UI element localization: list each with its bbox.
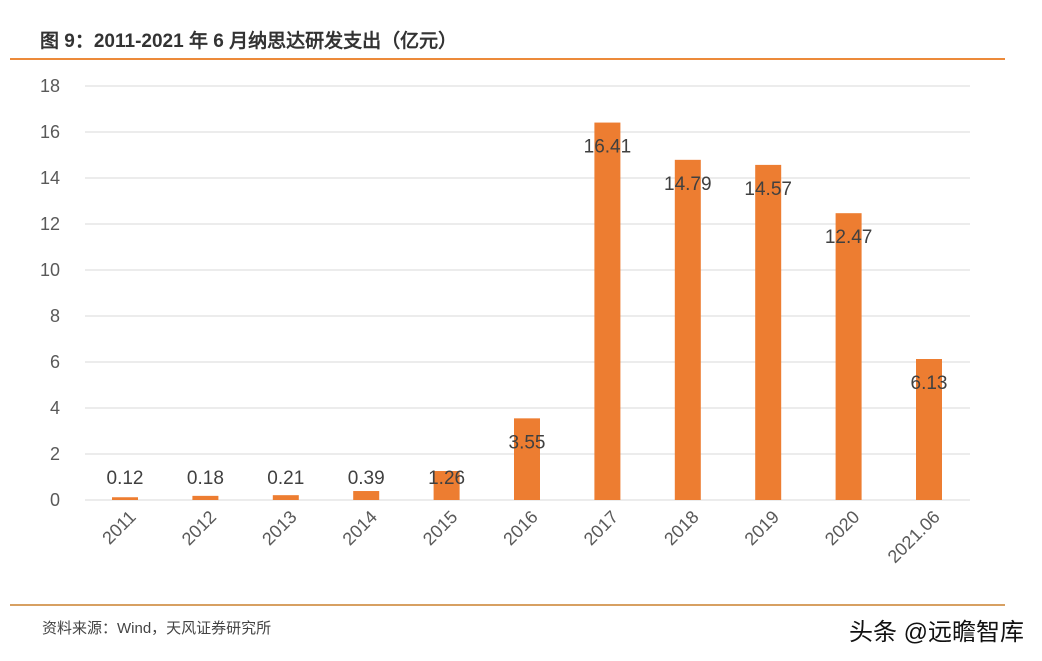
data-label: 6.13 [911,373,948,394]
data-label: 14.57 [744,179,792,200]
bar [433,471,460,500]
y-tick-label: 12 [40,214,60,234]
y-tick-label: 16 [40,122,60,142]
bar [353,491,380,500]
y-tick-label: 0 [50,490,60,510]
watermark: 头条 @远瞻智库 [848,619,1024,646]
y-tick-label: 8 [50,306,60,326]
data-label: 16.41 [584,137,632,158]
bar [674,159,701,500]
x-tick-label: 2012 [178,507,220,549]
data-label: 0.39 [348,468,385,489]
x-tick-label: 2019 [741,507,783,549]
y-tick-label: 14 [40,168,60,188]
bar [594,122,621,500]
data-label: 14.79 [664,174,712,195]
bar [835,213,862,500]
footer-divider [10,604,1005,606]
data-label: 0.12 [107,468,144,489]
x-tick-label: 2020 [821,507,863,549]
data-label: 12.47 [825,227,873,248]
y-tick-label: 6 [50,352,60,372]
x-tick-label: 2013 [258,507,300,549]
y-tick-label: 10 [40,260,60,280]
y-tick-label: 4 [50,398,60,418]
bar [272,495,299,500]
x-tick-label: 2015 [419,507,461,549]
bar [755,164,782,500]
x-tick-label: 2014 [339,507,381,549]
x-tick-label: 2016 [499,507,541,549]
x-tick-label: 2018 [660,507,702,549]
bar [514,418,540,500]
x-tick-label: 2011 [98,507,140,549]
data-label: 0.18 [187,468,224,489]
y-tick-label: 18 [40,76,60,96]
y-tick-label: 2 [50,444,60,464]
bar [192,495,219,500]
source-note: 资料来源：Wind，天风证券研究所 [42,620,272,637]
x-tick-label: 2021.06 [884,507,944,567]
data-label: 3.55 [509,432,546,453]
title-divider [10,58,1005,60]
x-tick-label: 2017 [580,507,622,549]
chart-title: 图 9：2011-2021 年 6 月纳思达研发支出（亿元） [40,31,458,52]
data-label: 1.26 [428,468,465,489]
bar [916,359,942,500]
data-label: 0.21 [267,468,304,489]
bar [112,497,138,500]
